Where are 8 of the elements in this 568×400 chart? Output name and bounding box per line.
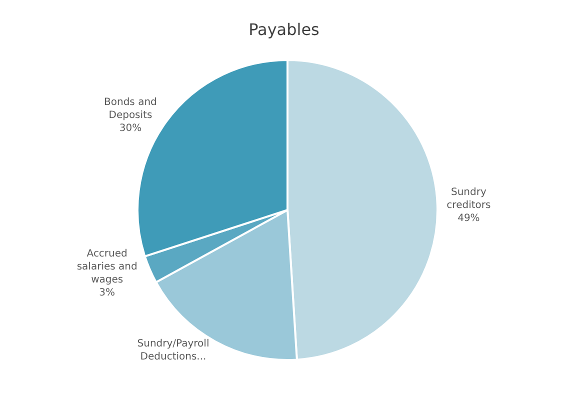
slice-label: Sundry/Payroll Deductions... [137,338,210,363]
data-label: 49% [458,212,480,224]
data-label: 3% [99,288,116,299]
slice-label: Sundry creditors [446,186,491,211]
slice-label: Accrued salaries and wages [76,248,138,286]
slice-label: Bonds and Deposits [104,96,157,121]
chart-title: Payables [248,20,320,40]
data-label: 30% [119,122,142,134]
